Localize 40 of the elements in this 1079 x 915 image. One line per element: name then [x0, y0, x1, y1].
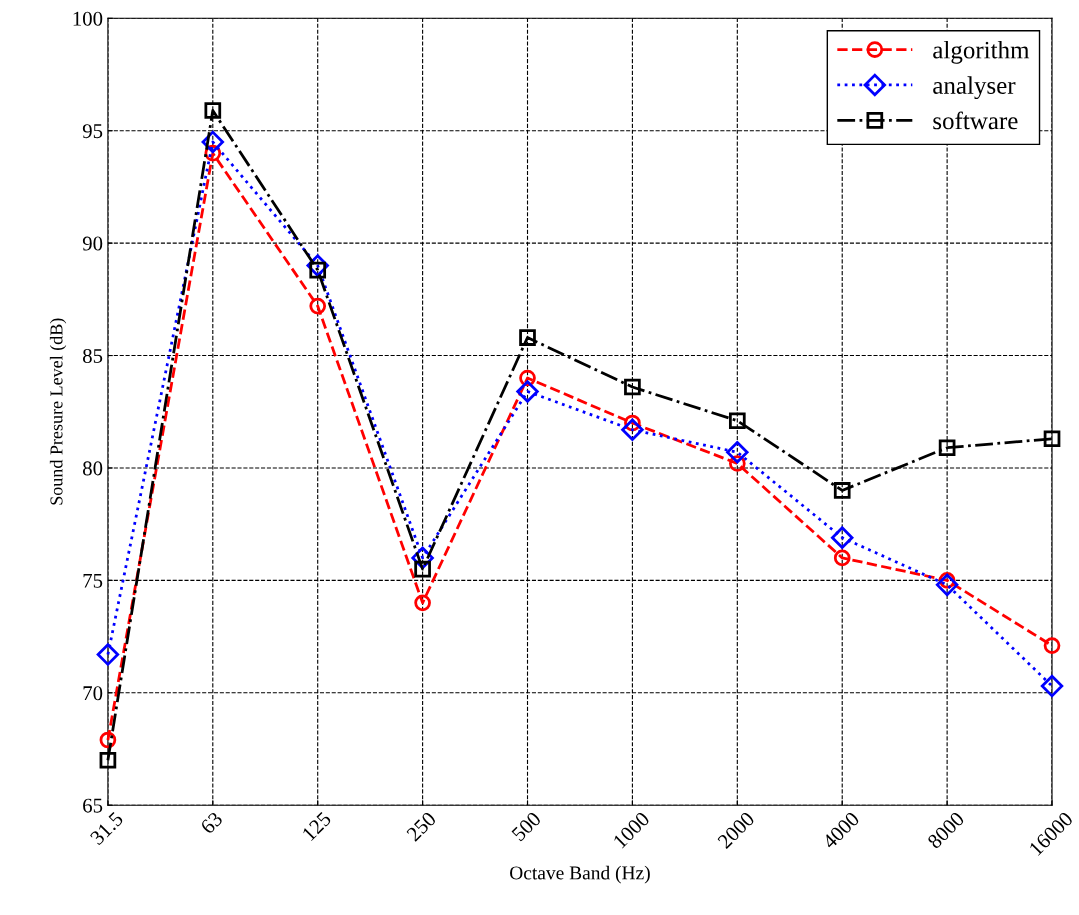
- legend-label: software: [933, 111, 1018, 130]
- point: [519, 329, 536, 346]
- point: [935, 573, 959, 597]
- y-tick-label: 80: [83, 461, 103, 476]
- y-axis-title: Sound Presure Level (dB): [49, 318, 67, 505]
- y-tick-label: 90: [82, 236, 103, 251]
- x-axis-title: Octave Band (Hz): [510, 865, 650, 884]
- legend-label: algorithm: [933, 40, 1030, 64]
- x-tick-label: 4000: [821, 811, 861, 850]
- y-tick-label: 65: [83, 798, 103, 813]
- x-tick-label: 8000: [926, 811, 965, 850]
- point: [414, 560, 431, 578]
- point: [204, 102, 222, 119]
- y-tick-label: 95: [82, 124, 103, 139]
- point: [938, 439, 956, 457]
- point: [96, 643, 120, 666]
- point: [833, 482, 851, 499]
- point: [1043, 430, 1061, 448]
- point: [726, 441, 749, 464]
- point: [831, 526, 854, 549]
- y-tick-label: 100: [73, 11, 103, 26]
- y-tick-label: 85: [83, 348, 103, 363]
- point: [99, 731, 117, 749]
- point: [1040, 674, 1064, 698]
- x-tick-label: 63: [199, 811, 224, 835]
- point: [309, 297, 327, 315]
- point: [516, 380, 539, 403]
- point: [833, 549, 851, 567]
- x-tick-label: 250: [405, 811, 437, 842]
- x-tick-label: 125: [301, 811, 332, 842]
- point: [728, 412, 746, 430]
- point: [621, 418, 644, 441]
- y-tick-label: 70: [83, 686, 103, 701]
- point: [99, 751, 117, 769]
- legend-label: analyser: [933, 76, 1016, 100]
- point: [624, 378, 641, 396]
- x-tick-label: 500: [511, 811, 542, 842]
- point: [1043, 637, 1061, 654]
- point: [414, 594, 431, 612]
- y-tick-label: 75: [83, 573, 103, 588]
